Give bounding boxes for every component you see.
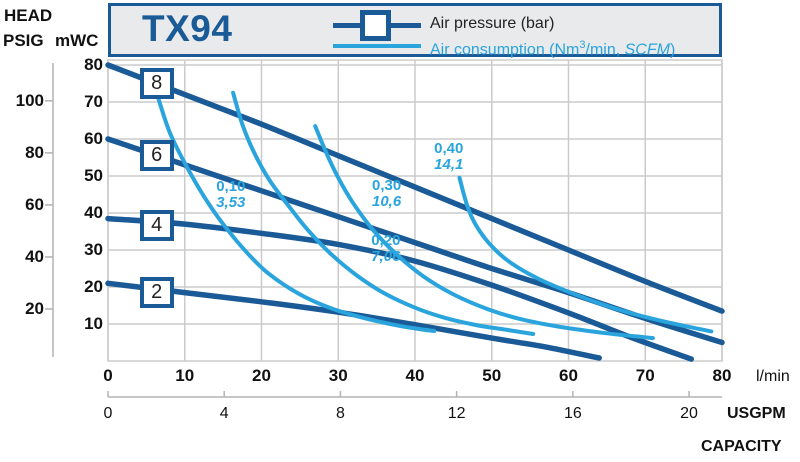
- lmin-unit-label: l/min: [756, 368, 790, 385]
- psig-axis-label: PSIG: [3, 31, 44, 50]
- lmin-tick-label: 40: [405, 366, 425, 385]
- usgpm-unit-label: USGPM: [727, 405, 786, 422]
- mwc-tick-label: 80: [84, 55, 103, 74]
- head-label: HEAD: [4, 6, 53, 25]
- consumption-label-pre: Air consumption (Nm: [430, 41, 580, 59]
- usgpm-tick-label: 4: [219, 405, 229, 422]
- consumption-curve-040: [457, 175, 714, 334]
- psig-tick-label: 40: [25, 246, 44, 266]
- lmin-tick-label: 20: [252, 366, 271, 385]
- mwc-tick-label: 30: [84, 240, 103, 259]
- capacity-label: CAPACITY: [701, 438, 782, 455]
- usgpm-tick-label: 16: [563, 405, 582, 422]
- lmin-tick-label: 30: [328, 366, 348, 385]
- psig-tick-label: 100: [15, 90, 44, 110]
- mwc-tick-label: 60: [84, 129, 103, 148]
- usgpm-tick-label: 12: [447, 405, 466, 422]
- pressure-curve-8: [105, 62, 725, 314]
- usgpm-tick-label: 0: [103, 405, 113, 422]
- legend-pressure-label: Air pressure (bar): [430, 15, 555, 32]
- pressure-curve-box-8: 8: [139, 68, 174, 100]
- mwc-tick-label: 10: [84, 314, 103, 333]
- pressure-curve-4: [105, 215, 695, 362]
- consumption-value-scfm: 10,6: [371, 193, 402, 211]
- usgpm-tick-label: 20: [680, 405, 698, 422]
- psig-tick-label: 20: [25, 298, 44, 318]
- mwc-tick-label: 40: [84, 203, 103, 222]
- consumption-curve-label-040: 0,40 14,1: [409, 141, 489, 173]
- consumption-curve-010: [155, 92, 437, 333]
- psig-tick-label: 60: [25, 194, 44, 214]
- consumption-value-scfm: 14,1: [434, 156, 464, 174]
- consumption-curve-label-020: 0,20 7,06: [346, 231, 426, 265]
- consumption-label-mid: /min,: [585, 41, 625, 59]
- consumption-value-nm3: 0,30: [371, 177, 402, 195]
- consumption-value-nm3: 0,40: [434, 140, 464, 158]
- lmin-tick-label: 60: [559, 366, 578, 385]
- consumption-curve-label-010: 0,10 3,53: [191, 177, 271, 211]
- legend-pressure-marker: [360, 10, 391, 41]
- lmin-tick-label: 80: [712, 366, 732, 385]
- mwc-tick-label: 70: [84, 92, 103, 111]
- consumption-label-scfm: SCFM: [624, 41, 670, 59]
- psig-tick-label: 80: [25, 142, 44, 162]
- consumption-value-scfm: 7,06: [371, 247, 401, 265]
- consumption-curve-label-030: 0,30 10,6: [347, 178, 427, 210]
- lmin-tick-label: 70: [635, 366, 655, 385]
- legend-consumption-label: Air consumption (Nm3/min, SCFM): [430, 36, 675, 59]
- pressure-curve-box-6: 6: [139, 139, 174, 171]
- consumption-value-scfm: 3,53: [216, 193, 246, 211]
- lmin-tick-label: 0: [103, 366, 113, 385]
- mwc-tick-label: 20: [84, 277, 103, 296]
- secondary-axes: [45, 63, 722, 398]
- pressure-curve-2: [105, 280, 602, 361]
- consumption-label-sup: 3: [579, 39, 586, 51]
- mwc-tick-label: 50: [84, 166, 103, 185]
- consumption-label-suf: ): [669, 41, 676, 59]
- legend-consumption-line: [333, 44, 421, 48]
- consumption-curve-030: [313, 124, 655, 341]
- consumption-curve-020: [231, 90, 536, 336]
- mwc-axis-label: mWC: [55, 31, 99, 50]
- lmin-tick-label: 10: [175, 366, 195, 385]
- consumption-value-nm3: 0,20: [371, 231, 401, 249]
- consumption-value-nm3: 0,10: [216, 177, 246, 195]
- pressure-curve-box-4: 4: [139, 210, 174, 242]
- lmin-tick-label: 50: [482, 366, 502, 385]
- usgpm-tick-label: 8: [335, 405, 345, 422]
- header-box: TX94 Air pressure (bar) Air consumption …: [108, 3, 722, 59]
- model-title: TX94: [142, 8, 233, 49]
- pressure-curve-box-2: 2: [139, 277, 174, 309]
